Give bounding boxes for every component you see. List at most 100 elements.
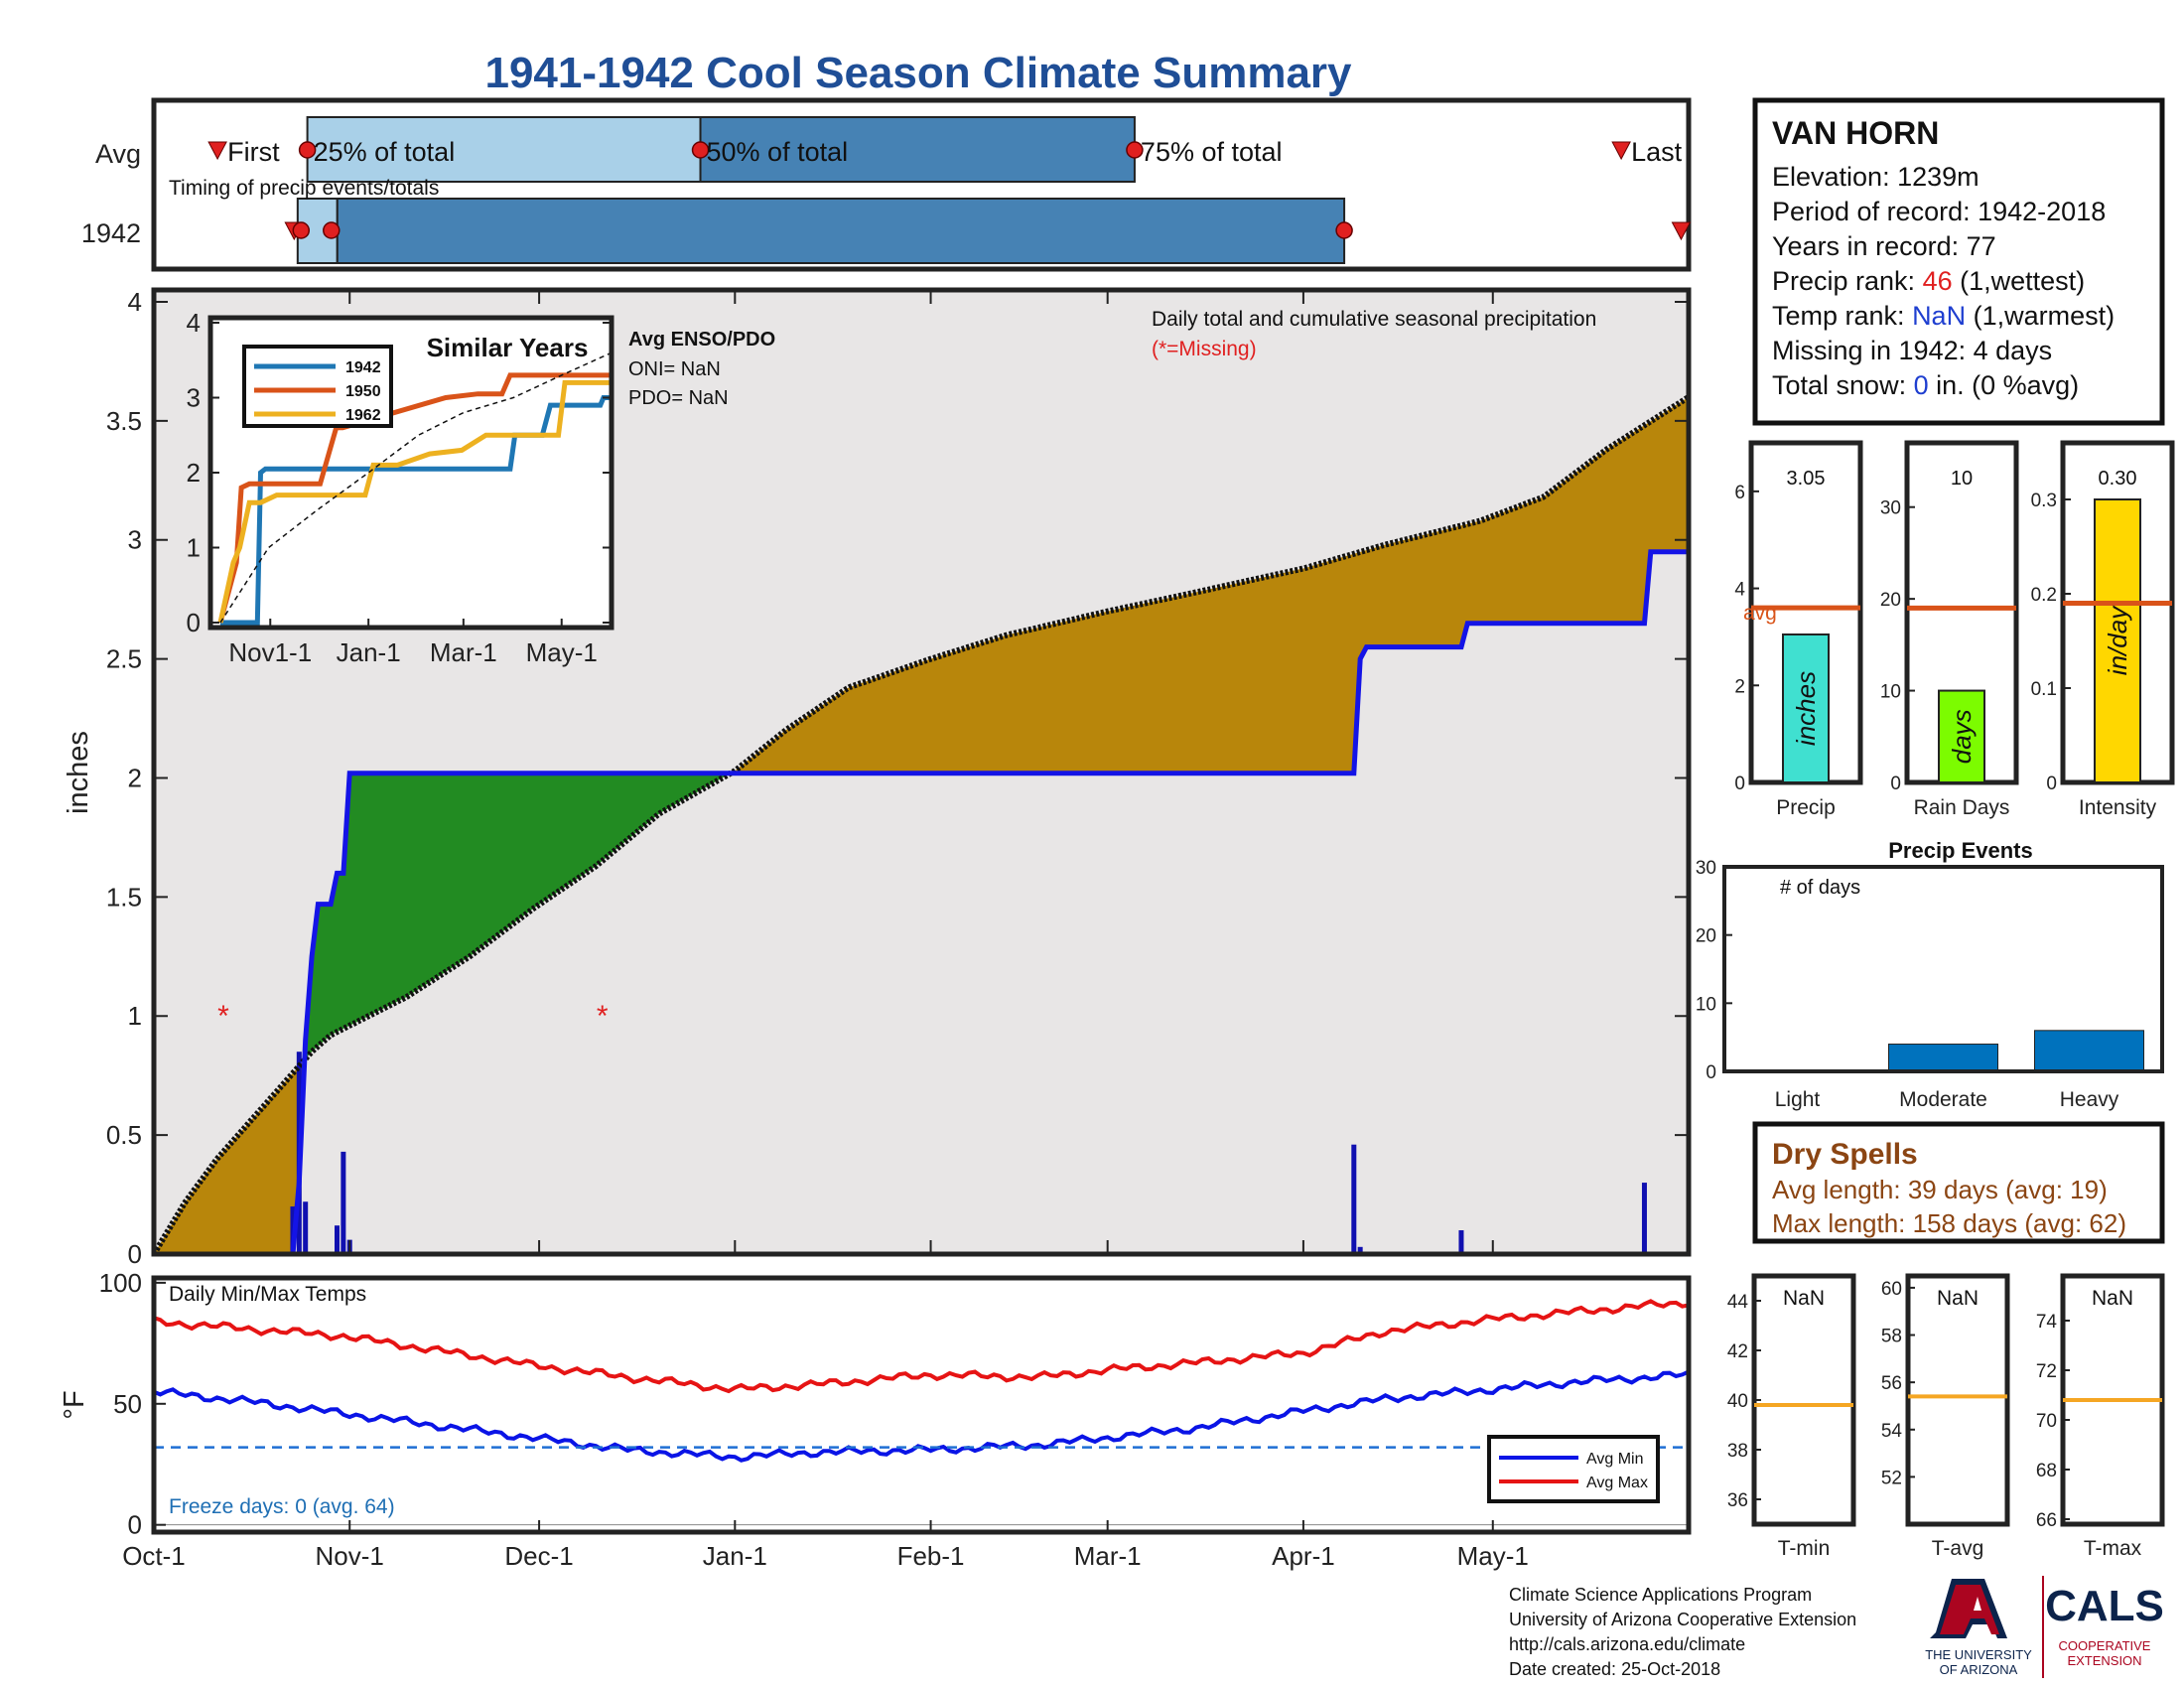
- temp-panel-tick-label: 38: [1727, 1441, 1748, 1462]
- temp-y-label: °F: [59, 1390, 90, 1419]
- precip-x-ticks: [153, 290, 1494, 1254]
- avg-max-temp-line: [153, 1299, 1690, 1394]
- freeze-days: Freeze days: 0 (avg. 64): [169, 1495, 395, 1518]
- mini-avg-label: avg: [1743, 602, 1777, 625]
- precip-event-category: Moderate: [1899, 1088, 1987, 1111]
- precip-event-category: Light: [1775, 1088, 1821, 1111]
- timing-avg-last-marker: [1611, 141, 1631, 161]
- mini-tick-label: 0: [1890, 774, 1901, 794]
- mini-value-rain_days: 10: [1951, 468, 1973, 490]
- inset-y-tick-label: 1: [187, 533, 201, 563]
- temp-panel-value-tavg: NaN: [1937, 1287, 1979, 1310]
- temp-panel-label-tmax: T-max: [2084, 1537, 2142, 1560]
- station-temp-rank: Temp rank: NaN (1,warmest): [1772, 301, 2115, 331]
- dry-spells-max: Max length: 158 days (avg: 62): [1772, 1208, 2126, 1238]
- below-both-area: [154, 551, 1689, 1254]
- timing-50-label: 50% of total: [707, 137, 849, 167]
- temp-y-tick-label: 0: [128, 1510, 142, 1540]
- ua-a-inner: [1940, 1585, 1999, 1634]
- y1942-cumulative-line: [154, 549, 1689, 1257]
- timing-first-label: First: [227, 137, 280, 167]
- temp-panel-tick-label: 44: [1727, 1292, 1749, 1313]
- temp-panel-frame-tmin: [1751, 1273, 1856, 1527]
- precip-events-ylabel: # of days: [1780, 877, 1860, 899]
- timing-1942-last-marker: [1671, 221, 1692, 241]
- temp-lines: [153, 1299, 1690, 1526]
- mini-unit-intensity: in/day: [2103, 605, 2132, 675]
- temp-panel-tick-label: 70: [2036, 1411, 2057, 1432]
- timing-avg-25-50-bar: [306, 116, 702, 183]
- precip-events-bars: [1888, 1030, 2144, 1072]
- inset-x-ticks: Nov1-1 Jan-1 Mar-1 May-1: [228, 619, 598, 667]
- inset-series-line: [220, 395, 612, 626]
- precip-event-tick-label: 10: [1696, 994, 1716, 1015]
- precip-y-tick-label: 4: [128, 287, 142, 317]
- precip-y-tick-label: 0.5: [106, 1120, 142, 1150]
- temp-panel-tick-label: 72: [2036, 1361, 2057, 1382]
- above-avg-area: [305, 773, 730, 1060]
- timing-1942-50-marker: [323, 221, 341, 239]
- mini-tick-label: 0.2: [2031, 585, 2057, 606]
- inset-legend-label: 1942: [345, 359, 381, 376]
- x-tick-label: May-1: [1457, 1541, 1529, 1571]
- inset-legend-label: 1962: [345, 407, 381, 424]
- precip-annotation: Daily total and cumulative seasonal prec…: [1152, 308, 1596, 331]
- temp-panel-tick-label: 74: [2036, 1312, 2058, 1333]
- enso-pdo: PDO= NaN: [628, 387, 729, 409]
- timing-row-1942: 1942: [81, 218, 141, 248]
- temp-chart: 0 50 100 Oct-1 Nov-1 Dec-1 Jan-1 Feb-1 Mar-1 Apr…: [59, 1268, 1692, 1571]
- x-tick-label: Feb-1: [897, 1541, 965, 1571]
- precip-y-tick-label: 3.5: [106, 406, 142, 436]
- station-frame: [1752, 97, 2165, 426]
- temp-panel-tick-label: 68: [2036, 1461, 2057, 1481]
- daily-precip-bar: [335, 1225, 341, 1254]
- temp-title: Daily Min/Max Temps: [169, 1283, 366, 1306]
- mini-tick-label: 4: [1734, 580, 1745, 601]
- temp-panel-tick-label: 60: [1881, 1279, 1902, 1300]
- mini-tick-label: 10: [1880, 682, 1901, 703]
- mini-bar-panels: 3.05 Precip inches 0 2 4 6 avg 10 Rain Days days 0 1…: [1734, 440, 2175, 819]
- temp-panel-tick-label: 58: [1881, 1327, 1902, 1347]
- dry-spells-frame: [1752, 1121, 2165, 1244]
- inset-x-tick-label: Jan-1: [337, 637, 401, 667]
- inset-y-tick-label: 2: [187, 458, 201, 488]
- temp-panel-tick-label: 52: [1881, 1468, 1902, 1488]
- precip-event-tick-label: 20: [1696, 926, 1716, 947]
- temp-rank-panels: NaN T-min 36 38 40 42 44 NaN T-avg 52 54 56 58 60 NaN T…: [1727, 1273, 2165, 1560]
- ua-logo-text-2: OF ARIZONA: [1940, 1662, 2018, 1677]
- dry-spells-box: Dry Spells Avg length: 39 days (avg: 19)…: [1752, 1121, 2165, 1244]
- precip-y-tick-label: 0: [128, 1239, 142, 1269]
- ua-logo: THE UNIVERSITY OF ARIZONA: [1925, 1579, 2032, 1677]
- temp-legend: [1487, 1435, 1660, 1503]
- temp-y-ticks: 0 50 100: [99, 1268, 166, 1540]
- precip-missing-note: (*=Missing): [1152, 338, 1257, 360]
- temp-panel-tick-label: 40: [1727, 1391, 1748, 1412]
- station-years: Years in record: 77: [1772, 231, 1996, 261]
- inset-series-line: [219, 352, 613, 624]
- temp-x-ticks: Oct-1 Nov-1 Dec-1 Jan-1 Feb-1 Mar-1 Apr-1 May-1: [122, 1520, 1529, 1571]
- temp-panel-value-tmax: NaN: [2092, 1287, 2133, 1310]
- timing-avg-75-marker: [1126, 141, 1144, 159]
- temp-panel-frame-tavg: [1905, 1273, 2010, 1527]
- daily-precip-bar: [303, 1201, 309, 1254]
- cumulative-lines: [151, 394, 1691, 1257]
- precip-events-frame: [1722, 865, 2164, 1073]
- x-tick-label: Dec-1: [504, 1541, 573, 1571]
- timing-75-label: 75% of total: [1141, 137, 1283, 167]
- precip-y-tick-label: 1: [128, 1001, 142, 1031]
- timing-1942-75-marker: [1335, 221, 1353, 239]
- missing-day-marker: *: [217, 1000, 229, 1033]
- timing-1942-50-75-bar: [336, 198, 1346, 264]
- mini-bar-precip: [1782, 633, 1830, 783]
- x-tick-label: Apr-1: [1272, 1541, 1335, 1571]
- station-missing: Missing in 1942: 4 days: [1772, 336, 2052, 365]
- precip-y-tick-label: 2: [128, 763, 142, 792]
- precip-y-ticks: 0 0.5 1 1.5 2 2.5 3 3.5 4: [106, 287, 1689, 1269]
- timing-panel: Avg 1942 Timing of precip events/totals …: [81, 97, 1692, 272]
- timing-avg-50-marker: [691, 141, 710, 159]
- mini-tick-label: 20: [1880, 590, 1901, 611]
- timing-bars: [207, 116, 1692, 264]
- station-name: VAN HORN: [1772, 115, 1939, 151]
- mini-tick-label: 6: [1734, 483, 1745, 503]
